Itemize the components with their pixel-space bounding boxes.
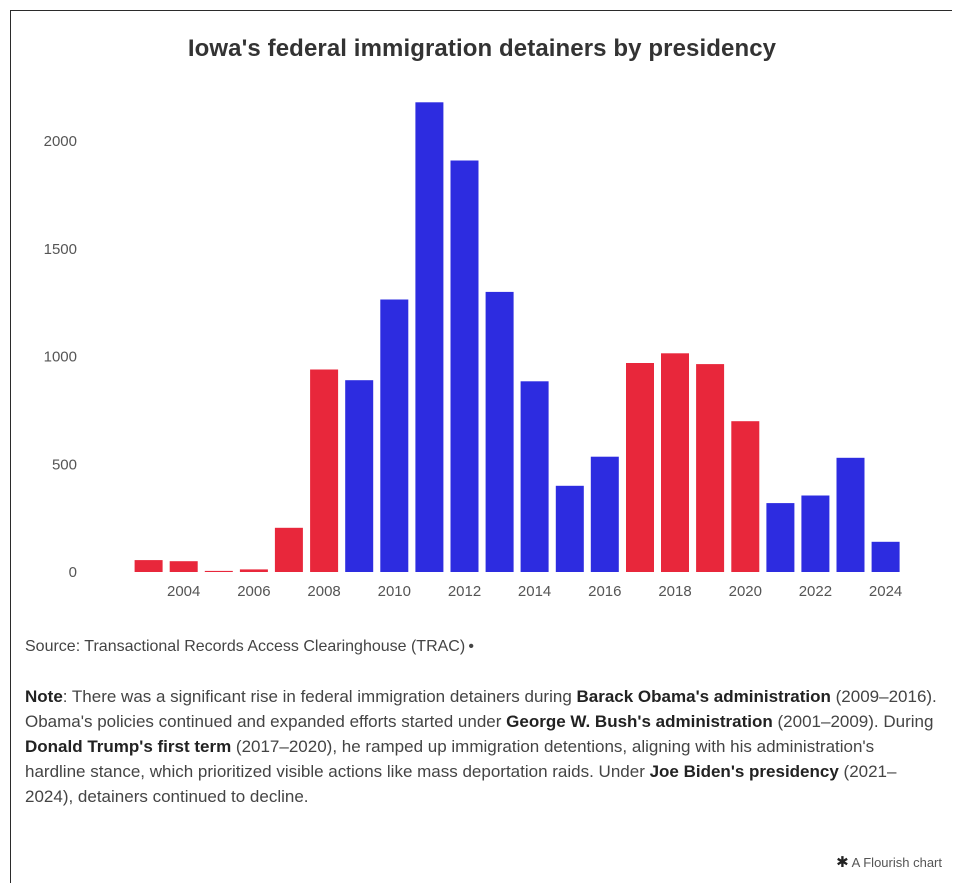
- bar-2017[interactable]: [626, 363, 654, 572]
- x-tick-label: 2004: [167, 583, 200, 600]
- note-bold-text: Joe Biden's presidency: [649, 762, 839, 781]
- x-tick-label: 2010: [378, 583, 411, 600]
- y-tick-label: 1000: [44, 349, 77, 366]
- bar-2014[interactable]: [520, 381, 549, 572]
- note-bold-text: Barack Obama's administration: [576, 687, 831, 706]
- note-text: : There was a significant rise in federa…: [62, 687, 577, 706]
- x-tick-label: 2006: [237, 583, 270, 600]
- bar-2022[interactable]: [801, 495, 830, 573]
- bar-2018[interactable]: [661, 353, 689, 572]
- bar-2019[interactable]: [696, 364, 725, 572]
- note-text: (2021–2024), detainers continued to decl…: [25, 762, 897, 806]
- bar-2006[interactable]: [239, 569, 268, 572]
- bar-2007[interactable]: [274, 527, 303, 572]
- x-tick-label: 2022: [799, 583, 832, 600]
- chart-title: Iowa's federal immigration detainers by …: [187, 35, 777, 62]
- x-axis: 2004 2006 2008 2010 2012 2014 2016 2018 2020 2022…: [167, 583, 902, 600]
- x-tick-label: 2018: [658, 583, 691, 600]
- note-text: (2001–2009). During: [772, 712, 934, 731]
- chart-frame: Iowa's federal immigration detainers by …: [10, 10, 952, 883]
- bar-2013[interactable]: [485, 291, 514, 572]
- y-tick-label: 0: [69, 564, 77, 581]
- source-bullet: •: [465, 638, 474, 655]
- x-tick-label: 2016: [588, 583, 621, 600]
- bar-2011[interactable]: [415, 102, 444, 573]
- y-tick-label: 500: [52, 456, 77, 473]
- bar-2009[interactable]: [345, 380, 374, 572]
- bar-2008[interactable]: [310, 369, 339, 573]
- bar-2021[interactable]: [766, 503, 795, 572]
- source-line: Source: Transactional Records Access Cle…: [25, 638, 474, 656]
- flourish-credit-label: A Flourish chart: [851, 855, 942, 870]
- y-tick-label: 1500: [44, 241, 77, 258]
- note-paragraph: Note: There was a significant rise in fe…: [25, 684, 937, 809]
- bar-2020[interactable]: [731, 421, 760, 572]
- flourish-star-icon: ✱: [836, 854, 849, 871]
- note-text: (2017–2020), he ramped up immigration de…: [25, 737, 875, 781]
- bar-2010[interactable]: [380, 299, 409, 573]
- note-text: (2009–2016). Obama's policies continued …: [25, 687, 937, 731]
- note-bold-text: George W. Bush's administration: [506, 712, 773, 731]
- source-text: Source: Transactional Records Access Cle…: [25, 638, 466, 655]
- x-tick-label: 2020: [729, 583, 762, 600]
- bar-2015[interactable]: [555, 485, 584, 572]
- bar-2016[interactable]: [590, 456, 619, 572]
- bars: [134, 102, 900, 573]
- note-bold-text: Donald Trump's first term: [25, 737, 232, 756]
- y-tick-label: 2000: [44, 133, 77, 150]
- y-axis: 0 500 1000 1500 2000: [44, 133, 77, 581]
- bar-2012[interactable]: [450, 160, 479, 573]
- bar-chart: 0 500 1000 1500 2000 2004 2006 2008 2010 2012 201…: [44, 102, 902, 600]
- bar-2004[interactable]: [169, 561, 198, 572]
- bar-2024[interactable]: [871, 541, 900, 572]
- flourish-credit[interactable]: ✱ A Flourish chart: [836, 853, 942, 871]
- note-bold-text: Note: [25, 687, 63, 706]
- x-tick-label: 2008: [307, 583, 340, 600]
- x-tick-label: 2014: [518, 583, 551, 600]
- x-tick-label: 2012: [448, 583, 481, 600]
- bar-2005[interactable]: [204, 570, 233, 572]
- x-tick-label: 2024: [869, 583, 902, 600]
- bar-2003[interactable]: [134, 560, 163, 572]
- bar-2023[interactable]: [836, 457, 865, 572]
